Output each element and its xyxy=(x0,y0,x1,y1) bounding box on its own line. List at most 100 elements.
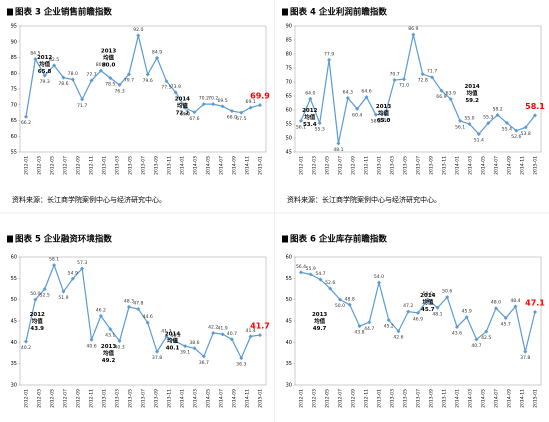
annotation: 均值 xyxy=(467,89,479,97)
y-tick-label: 55 xyxy=(11,150,17,156)
x-tick-label: 2012-01 xyxy=(299,156,305,175)
data-point xyxy=(439,88,444,93)
x-tick-label: 2012-05 xyxy=(325,156,331,175)
y-tick-label: 50 xyxy=(286,136,292,142)
value-label: 40.7 xyxy=(471,343,481,349)
data-point xyxy=(52,263,57,268)
y-tick-label: 45 xyxy=(286,319,292,325)
value-label: 77.9 xyxy=(324,51,334,57)
data-point xyxy=(533,310,537,315)
x-tick-label: 2013-05 xyxy=(128,156,134,175)
value-label: 56.1 xyxy=(296,124,306,130)
value-label: 41.7 xyxy=(250,322,270,331)
data-point xyxy=(248,105,253,110)
value-label: 41.4 xyxy=(246,328,256,334)
data-point xyxy=(42,73,47,78)
data-point xyxy=(220,332,225,337)
value-label: 71.7 xyxy=(427,69,437,75)
data-point xyxy=(211,102,216,107)
data-point xyxy=(108,75,113,80)
x-tick-label: 2012-07 xyxy=(63,389,69,408)
data-point xyxy=(420,72,425,77)
value-label: 48.3 xyxy=(124,298,134,304)
value-label: 44.6 xyxy=(143,314,153,320)
value-label: 64.3 xyxy=(343,89,353,95)
x-tick-label: 2013-03 xyxy=(390,389,396,408)
data-point xyxy=(173,90,178,95)
data-point xyxy=(345,95,350,100)
annotation: 2014 xyxy=(464,84,479,90)
value-label: 36.3 xyxy=(236,362,246,368)
value-label: 42.2 xyxy=(208,324,218,330)
x-tick-label: 2012-05 xyxy=(50,156,56,175)
data-line xyxy=(25,263,261,360)
value-label: 48.8 xyxy=(345,296,355,302)
title-marker xyxy=(7,235,13,243)
y-tick-label: 30 xyxy=(11,383,17,389)
data-point xyxy=(406,309,411,314)
annotation: 均值 xyxy=(422,298,434,306)
data-point xyxy=(201,354,206,359)
value-label: 47.1 xyxy=(525,299,545,308)
data-point xyxy=(364,95,369,100)
value-label: 55.0 xyxy=(464,116,474,122)
data-point xyxy=(416,310,420,315)
data-line xyxy=(25,35,261,117)
x-tick-label: 2014-05 xyxy=(481,389,487,408)
annotation: 2012 xyxy=(302,108,317,114)
value-label: 40.7 xyxy=(227,331,237,337)
annotation: 2014 xyxy=(165,331,180,337)
data-point xyxy=(514,128,519,133)
data-point xyxy=(126,72,131,77)
value-label: 40.6 xyxy=(86,343,96,349)
data-point xyxy=(347,302,352,307)
x-tick-label: 2013-01 xyxy=(377,156,383,175)
x-tick-label: 2012-03 xyxy=(37,156,43,175)
data-point xyxy=(308,272,313,277)
x-tick-label: 2013-05 xyxy=(403,156,409,175)
x-tick-label: 2015-01 xyxy=(258,389,264,408)
value-label: 77.5 xyxy=(161,85,171,91)
value-label: 46.9 xyxy=(413,316,423,322)
source-note: 资料来源：长江商学院案例中心与经济研究中心。 xyxy=(287,195,441,204)
data-point xyxy=(357,324,362,329)
data-point xyxy=(229,109,234,114)
y-tick-label: 60 xyxy=(286,255,292,261)
value-label: 58.3 xyxy=(371,118,381,124)
x-tick-label: 2014-01 xyxy=(455,156,461,175)
data-point xyxy=(338,297,342,302)
x-tick-label: 2015-01 xyxy=(533,389,539,408)
value-label: 68.0 xyxy=(227,115,237,121)
data-point xyxy=(201,102,206,107)
value-label: 78.0 xyxy=(68,71,78,77)
data-point xyxy=(183,344,188,349)
value-label: 70.2 xyxy=(199,96,209,102)
value-label: 54.7 xyxy=(315,271,325,277)
data-point xyxy=(474,337,479,342)
chart-title: 图表 5 企业融资环境指数 xyxy=(15,234,112,245)
plot-frame xyxy=(294,25,542,153)
annotation: 2013 xyxy=(312,312,327,318)
x-tick-label: 2014-11 xyxy=(520,389,526,408)
x-tick-label: 2014-09 xyxy=(507,389,513,408)
data-point xyxy=(392,78,397,83)
x-tick-label: 2014-07 xyxy=(494,156,500,175)
x-tick-label: 2012-01 xyxy=(24,156,30,175)
x-tick-label: 2013-09 xyxy=(429,156,435,175)
data-point xyxy=(183,105,188,110)
annotation: 53.4 xyxy=(303,122,317,128)
value-label: 52.6 xyxy=(511,134,521,140)
y-tick-label: 80 xyxy=(11,71,17,77)
x-tick-label: 2013-11 xyxy=(167,389,173,408)
data-point xyxy=(367,320,372,325)
data-point xyxy=(33,297,38,302)
value-label: 55.3 xyxy=(315,127,325,133)
data-point xyxy=(98,313,103,318)
value-label: 57.3 xyxy=(77,260,87,266)
annotation: 均值 xyxy=(103,349,115,357)
data-point xyxy=(98,68,103,73)
x-tick-label: 2012-09 xyxy=(351,389,357,408)
data-point xyxy=(70,77,75,82)
value-label: 40.2 xyxy=(171,333,181,339)
data-point xyxy=(464,315,469,320)
